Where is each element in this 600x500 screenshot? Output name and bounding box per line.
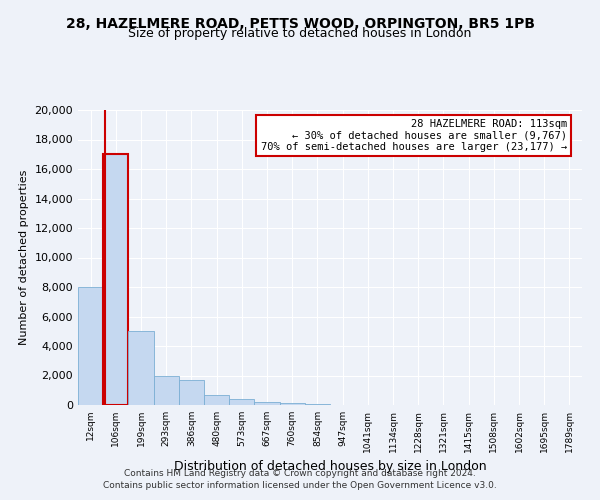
Text: Size of property relative to detached houses in London: Size of property relative to detached ho… — [128, 28, 472, 40]
Bar — [280, 403, 305, 405]
Bar — [103, 154, 128, 405]
Bar — [254, 402, 280, 405]
Bar — [154, 376, 179, 405]
Bar — [229, 399, 254, 405]
Bar — [179, 380, 204, 405]
Bar — [305, 404, 330, 405]
Text: 28 HAZELMERE ROAD: 113sqm
← 30% of detached houses are smaller (9,767)
70% of se: 28 HAZELMERE ROAD: 113sqm ← 30% of detac… — [260, 119, 567, 152]
Text: Contains HM Land Registry data © Crown copyright and database right 2024.: Contains HM Land Registry data © Crown c… — [124, 468, 476, 477]
Text: 28, HAZELMERE ROAD, PETTS WOOD, ORPINGTON, BR5 1PB: 28, HAZELMERE ROAD, PETTS WOOD, ORPINGTO… — [65, 18, 535, 32]
Bar — [78, 287, 103, 405]
X-axis label: Distribution of detached houses by size in London: Distribution of detached houses by size … — [173, 460, 487, 473]
Text: Contains public sector information licensed under the Open Government Licence v3: Contains public sector information licen… — [103, 481, 497, 490]
Y-axis label: Number of detached properties: Number of detached properties — [19, 170, 29, 345]
Bar — [128, 331, 154, 405]
Bar — [204, 394, 229, 405]
